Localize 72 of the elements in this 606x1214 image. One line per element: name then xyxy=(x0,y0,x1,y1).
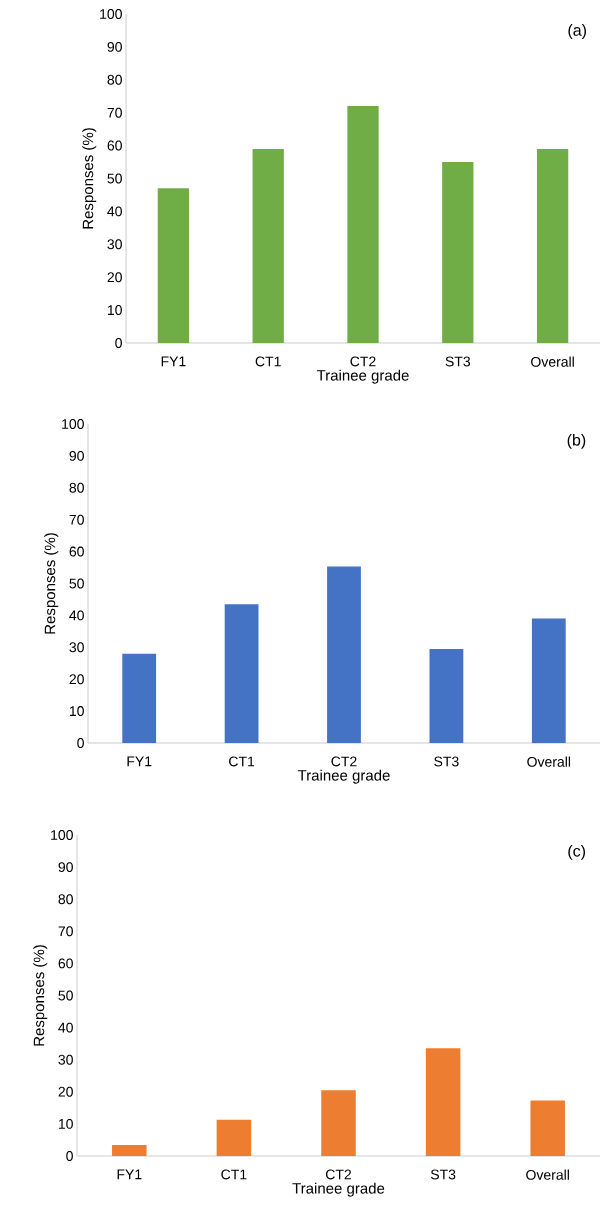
y-tick-label: 90 xyxy=(107,41,122,52)
y-tick-label: 30 xyxy=(69,642,84,653)
y-tick-label: 40 xyxy=(107,206,122,217)
y-tick-label: 90 xyxy=(69,450,84,461)
y-tick-label: 50 xyxy=(58,990,73,1001)
y-tick-label: 10 xyxy=(107,305,122,316)
y-tick-label: 100 xyxy=(62,419,84,429)
x-tick-label: CT2 xyxy=(331,756,357,767)
x-tick-label: CT1 xyxy=(229,756,255,767)
y-tick-label: 30 xyxy=(107,239,122,250)
x-tick-label: CT2 xyxy=(350,356,376,367)
y-tick-label: 10 xyxy=(69,706,84,717)
x-tick-label: Overall xyxy=(527,756,571,767)
x-tick-label: ST3 xyxy=(434,756,459,767)
y-tick-label: 80 xyxy=(69,482,84,493)
x-tick-label: CT2 xyxy=(325,1169,352,1180)
y-tick-label: 80 xyxy=(58,894,73,905)
y-tick-label: 20 xyxy=(107,272,122,283)
bar xyxy=(429,648,464,743)
x-tick-label: ST3 xyxy=(445,356,471,367)
y-tick-label: 40 xyxy=(58,1022,73,1033)
x-tick-label: ST3 xyxy=(430,1169,456,1180)
x-tick-label: FY1 xyxy=(117,1169,142,1180)
x-tick-label: Overall xyxy=(531,356,574,367)
bar xyxy=(530,1100,565,1156)
annotation: (c) xyxy=(568,844,585,860)
bar xyxy=(327,566,361,743)
y-axis-title: Responses (%) xyxy=(44,533,59,634)
y-tick-label: 60 xyxy=(69,546,84,557)
bar xyxy=(252,148,284,343)
bar xyxy=(536,148,569,343)
y-tick-label: 30 xyxy=(58,1054,73,1065)
y-tick-label: 20 xyxy=(69,674,84,685)
y-tick-label: 70 xyxy=(107,107,122,118)
y-tick-label: 60 xyxy=(107,140,122,151)
x-axis-title: Trainee grade xyxy=(297,769,390,784)
x-tick-label: CT1 xyxy=(255,356,281,367)
y-tick-label: 70 xyxy=(69,514,84,525)
x-tick-label: FY1 xyxy=(127,756,152,767)
bar xyxy=(531,618,566,743)
y-tick-label: 50 xyxy=(69,578,84,589)
bar xyxy=(442,162,474,343)
x-tick-label: Overall xyxy=(526,1169,569,1180)
bar xyxy=(122,653,157,743)
annotation: (a) xyxy=(568,24,586,39)
y-tick-label: 10 xyxy=(58,1118,73,1129)
y-tick-label: 70 xyxy=(58,926,73,937)
y-tick-label: 100 xyxy=(51,830,73,840)
y-axis-title: Responses (%) xyxy=(82,128,97,229)
y-tick-label: 0 xyxy=(66,1151,73,1161)
y-tick-label: 0 xyxy=(115,338,122,348)
bar xyxy=(157,188,190,343)
x-axis-title: Trainee grade xyxy=(316,369,409,384)
x-tick-label: CT1 xyxy=(221,1169,247,1180)
bar xyxy=(224,604,259,743)
y-tick-label: 0 xyxy=(77,738,84,748)
y-tick-label: 20 xyxy=(58,1086,73,1097)
annotation: (b) xyxy=(567,433,586,449)
bar xyxy=(321,1090,356,1156)
y-tick-label: 80 xyxy=(107,74,122,85)
y-tick-label: 90 xyxy=(58,862,73,873)
bar xyxy=(112,1145,147,1156)
x-axis-title: Trainee grade xyxy=(292,1182,385,1197)
y-tick-label: 50 xyxy=(107,173,122,184)
y-tick-label: 100 xyxy=(100,9,122,19)
bar xyxy=(216,1119,252,1156)
x-tick-label: FY1 xyxy=(161,356,186,367)
bar xyxy=(347,106,379,343)
y-tick-label: 60 xyxy=(58,958,73,969)
y-tick-label: 40 xyxy=(69,610,84,621)
y-axis-title: Responses (%) xyxy=(33,945,48,1046)
bar xyxy=(425,1048,461,1156)
